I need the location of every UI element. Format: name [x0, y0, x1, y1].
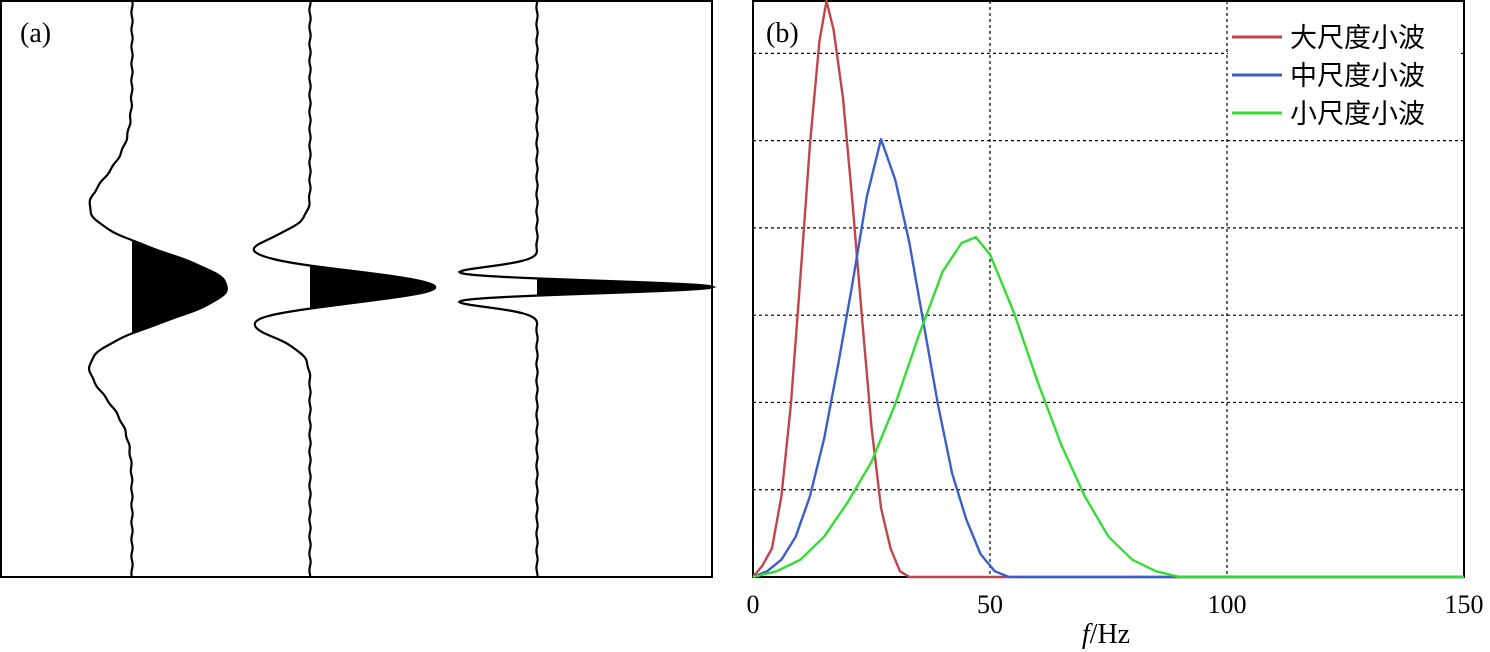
x-tick-label: 100 — [1208, 590, 1247, 619]
trace-1-fill — [132, 3, 227, 567]
grid-lines — [753, 1, 1464, 577]
x-axis-label: f/Hz — [1082, 619, 1130, 650]
series-line-2 — [752, 137, 1464, 579]
trace-3-line — [457, 1, 717, 577]
trace-2-line — [252, 1, 437, 577]
x-tick-label: 0 — [747, 590, 760, 619]
series-curves — [752, 0, 1464, 579]
panel-b-label: (b) — [766, 18, 799, 49]
legend-label-1: 大尺度小波 — [1290, 23, 1425, 54]
series-line-3 — [752, 235, 1464, 579]
x-tick-label: 150 — [1445, 590, 1484, 619]
x-axis-label-italic: f — [1082, 619, 1093, 650]
trace-group — [87, 1, 717, 577]
trace-2-fill — [310, 2, 436, 564]
legend-label-3: 小尺度小波 — [1290, 99, 1425, 130]
x-axis-label-unit: /Hz — [1090, 619, 1130, 650]
trace-1-line — [87, 1, 228, 577]
series-line-1 — [752, 0, 1464, 579]
panel-a-seismic-traces: (a) — [0, 0, 717, 578]
x-tick-labels: 0 50 100 150 — [747, 590, 1484, 619]
panel-a-label: (a) — [20, 18, 51, 49]
x-tick-label: 50 — [977, 590, 1003, 619]
legend-label-2: 中尺度小波 — [1290, 61, 1425, 92]
